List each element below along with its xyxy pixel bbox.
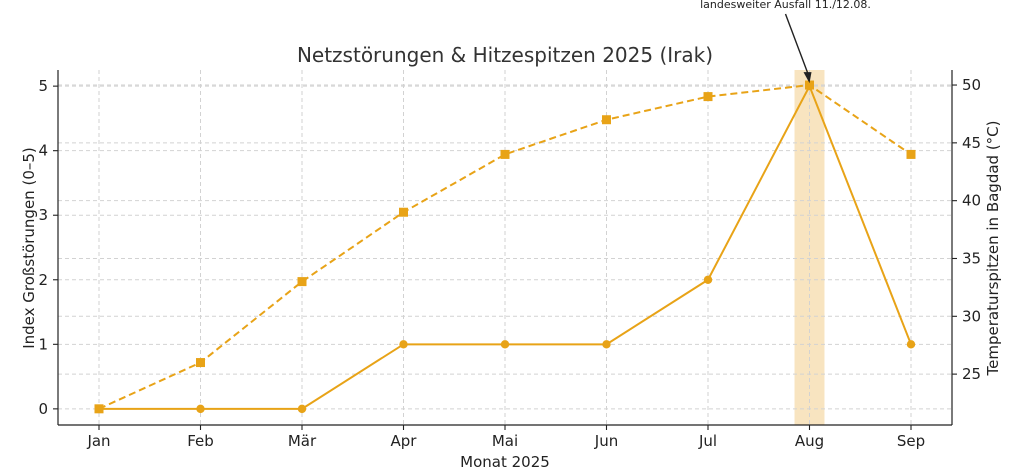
- x-tick-label: Aug: [795, 432, 824, 450]
- temperature-point: [399, 207, 408, 217]
- temperature-point: [906, 149, 916, 159]
- y-tick-label-right: 40: [962, 192, 981, 210]
- temperature-point: [805, 80, 814, 90]
- x-tick-label: Feb: [187, 432, 214, 450]
- y-tick-label-left: 0: [38, 400, 48, 418]
- y-tick-label-left: 2: [38, 271, 48, 289]
- annotation-arrow-line: [784, 13, 810, 76]
- y-tick-label-right: 50: [962, 76, 981, 94]
- y-tick-label-left: 5: [38, 77, 48, 95]
- annotation-arrowhead: [803, 72, 812, 84]
- temperature-point: [297, 277, 307, 287]
- x-tick-label: Sep: [897, 432, 925, 450]
- disruption-index-point: [906, 340, 916, 349]
- axes-layer: Jan Feb Mär Apr Mai Jun Jul Aug Sep0123452530354…: [38, 70, 981, 450]
- y-axis-label-left: Index Großstörungen (0–5): [20, 147, 38, 349]
- chart-title: Netzstörungen & Hitzespitzen 2025 (Irak): [297, 43, 713, 67]
- y-tick-label-left: 4: [38, 142, 48, 160]
- y-tick-label-left: 3: [38, 206, 48, 224]
- temperature-point: [500, 149, 510, 159]
- disruption-index-point: [602, 340, 611, 349]
- temperature-point: [602, 115, 611, 125]
- x-tick-label: Jul: [698, 432, 717, 450]
- grid-layer: [58, 70, 952, 425]
- x-tick-label: Apr: [391, 432, 418, 450]
- y-tick-label-left: 1: [38, 335, 48, 353]
- y-axis-label-right: Temperaturspitzen in Bagdad (°C): [984, 120, 1002, 376]
- disruption-index-point: [500, 340, 510, 349]
- annotation-layer: landesweiter Ausfall 11./12.08.: [700, 0, 871, 84]
- annotation-text: landesweiter Ausfall 11./12.08.: [700, 0, 871, 11]
- disruption-index-point: [399, 340, 408, 349]
- x-tick-label: Jun: [594, 432, 618, 450]
- disruption-index-point: [196, 404, 205, 414]
- disruption-index-point: [703, 275, 713, 284]
- temperature-point: [703, 92, 713, 102]
- x-tick-label: Mär: [288, 432, 317, 450]
- series-layer: [94, 80, 916, 414]
- temperature-line: [98, 83, 912, 410]
- y-tick-label-right: 25: [962, 365, 981, 383]
- y-tick-label-right: 45: [962, 134, 981, 152]
- y-tick-label-right: 30: [962, 307, 981, 325]
- y-tick-label-right: 35: [962, 249, 981, 267]
- temperature-point: [196, 358, 205, 368]
- x-axis-label: Monat 2025: [460, 453, 550, 471]
- temperature-point: [94, 404, 104, 414]
- x-tick-label: Jan: [86, 432, 110, 450]
- x-tick-label: Mai: [492, 432, 518, 450]
- disruption-index-point: [297, 404, 307, 414]
